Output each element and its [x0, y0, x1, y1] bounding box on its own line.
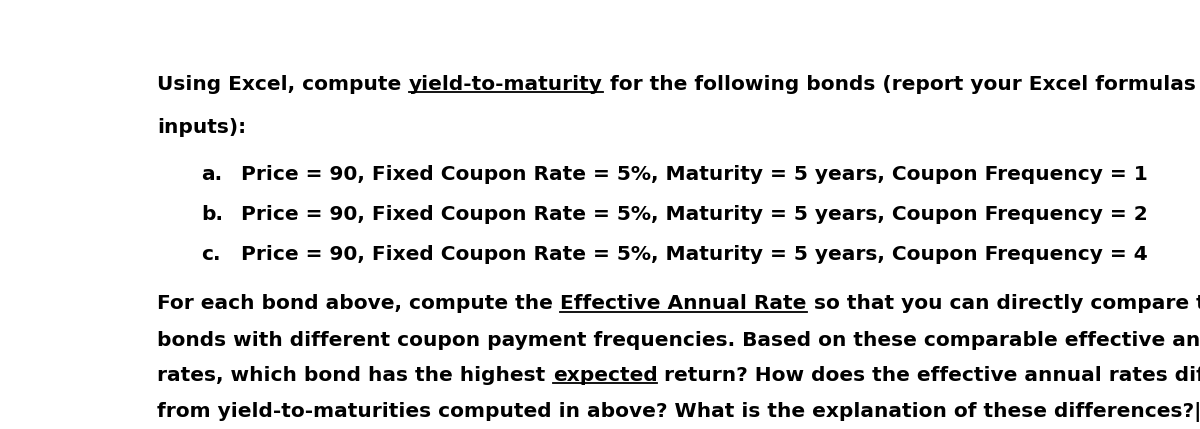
Text: b.: b.: [202, 205, 223, 224]
Text: expected: expected: [553, 366, 658, 385]
Text: Price = 90, Fixed Coupon Rate = 5%, Maturity = 5 years, Coupon Frequency = 2: Price = 90, Fixed Coupon Rate = 5%, Matu…: [241, 205, 1148, 224]
Text: Price = 90, Fixed Coupon Rate = 5%, Maturity = 5 years, Coupon Frequency = 1: Price = 90, Fixed Coupon Rate = 5%, Matu…: [241, 166, 1148, 184]
Text: from yield-to-maturities computed in above? What is the explanation of these dif: from yield-to-maturities computed in abo…: [157, 402, 1200, 422]
Text: for the following bonds (report your Excel formulas and their: for the following bonds (report your Exc…: [602, 75, 1200, 94]
Text: yield-to-maturity: yield-to-maturity: [409, 75, 602, 94]
Text: inputs):: inputs):: [157, 118, 246, 136]
Text: Effective Annual Rate: Effective Annual Rate: [560, 294, 806, 313]
Text: a.: a.: [202, 166, 222, 184]
Text: For each bond above, compute the: For each bond above, compute the: [157, 294, 560, 313]
Text: return? How does the effective annual rates differ: return? How does the effective annual ra…: [658, 366, 1200, 385]
Text: Using Excel, compute: Using Excel, compute: [157, 75, 409, 94]
Text: so that you can directly compare the: so that you can directly compare the: [806, 294, 1200, 313]
Text: rates, which bond has the highest: rates, which bond has the highest: [157, 366, 553, 385]
Text: Price = 90, Fixed Coupon Rate = 5%, Maturity = 5 years, Coupon Frequency = 4: Price = 90, Fixed Coupon Rate = 5%, Matu…: [241, 245, 1148, 264]
Text: c.: c.: [202, 245, 221, 264]
Text: bonds with different coupon payment frequencies. Based on these comparable effec: bonds with different coupon payment freq…: [157, 331, 1200, 350]
